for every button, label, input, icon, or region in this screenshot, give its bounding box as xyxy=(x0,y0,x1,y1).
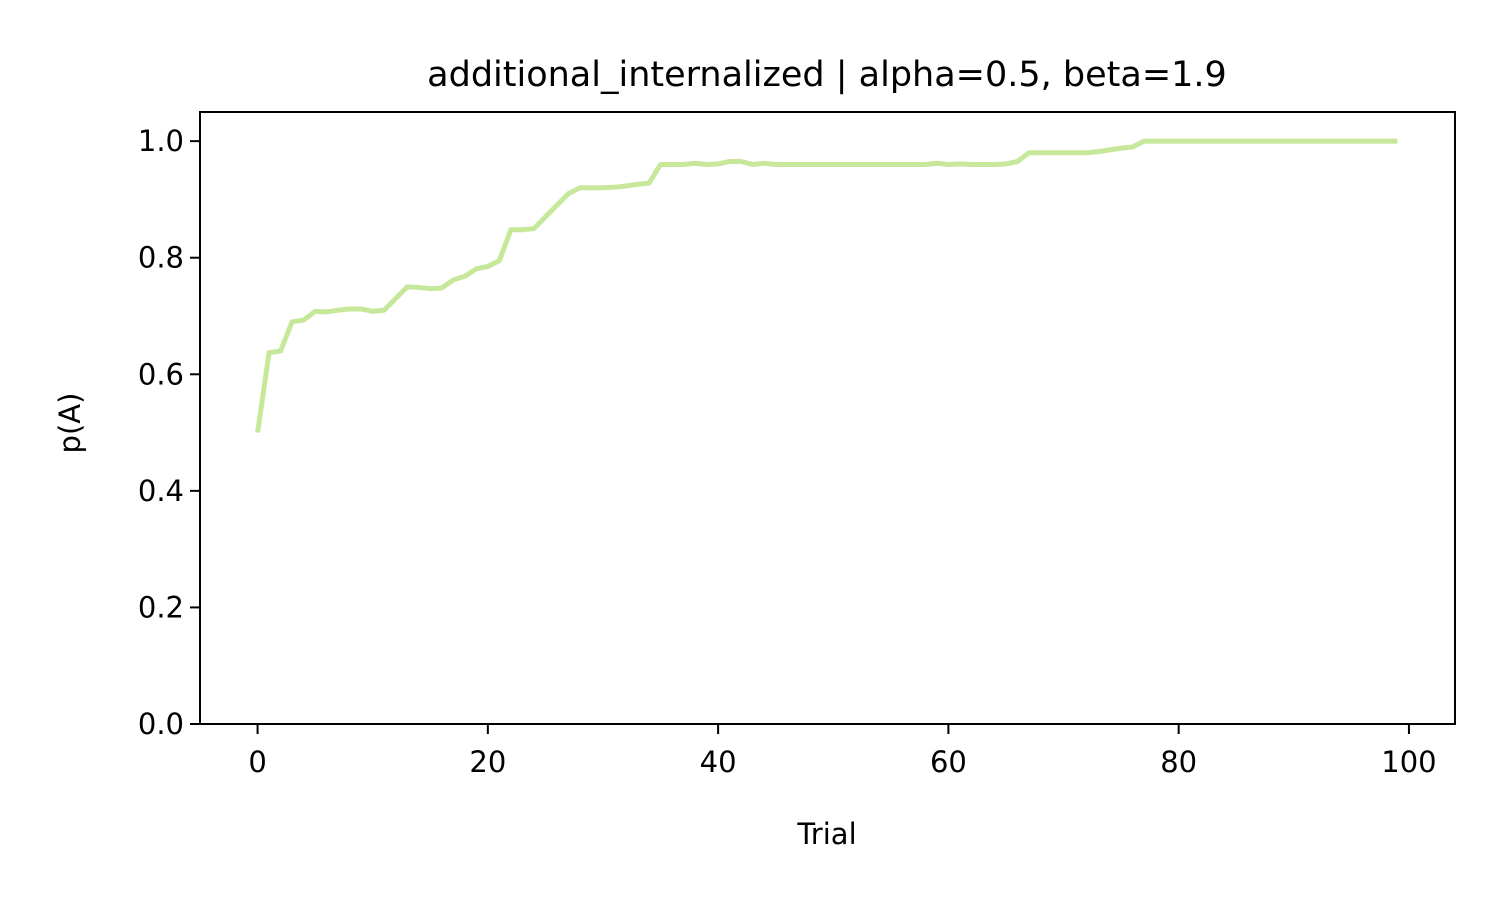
chart-title: additional_internalized | alpha=0.5, bet… xyxy=(427,55,1227,95)
y-axis-label: p(A) xyxy=(53,393,87,454)
x-tick-label: 20 xyxy=(469,745,506,779)
x-tick-label: 60 xyxy=(930,745,967,779)
y-tick-label: 0.0 xyxy=(138,707,184,741)
x-axis: 0 20 40 60 80 100 xyxy=(248,724,1437,779)
y-tick-label: 0.6 xyxy=(138,357,184,391)
x-axis-label: Trial xyxy=(796,817,856,851)
y-tick-label: 0.2 xyxy=(138,590,184,624)
series-line-p-a xyxy=(255,138,1398,433)
x-tick-label: 0 xyxy=(248,745,266,779)
plot-area xyxy=(199,111,1456,725)
y-tick-label: 1.0 xyxy=(138,124,184,158)
plot-frame xyxy=(199,111,1456,725)
y-axis: 0.0 0.2 0.4 0.6 0.8 1.0 xyxy=(138,124,200,741)
x-tick-label: 80 xyxy=(1160,745,1197,779)
x-tick-label: 100 xyxy=(1381,745,1436,779)
y-tick-label: 0.4 xyxy=(138,474,184,508)
y-tick-label: 0.8 xyxy=(138,241,184,275)
x-tick-label: 40 xyxy=(700,745,737,779)
